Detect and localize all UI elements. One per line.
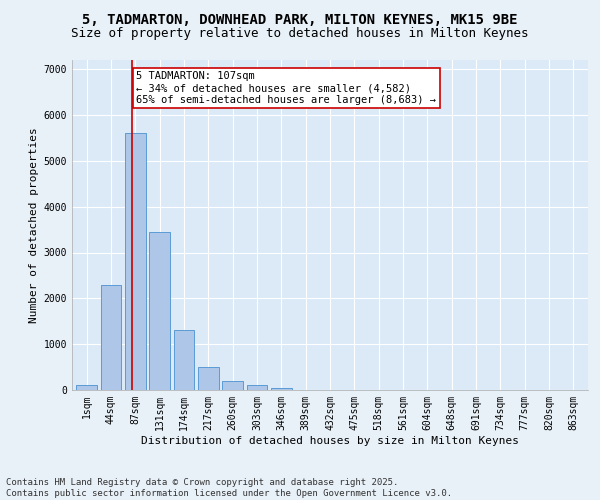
Text: Size of property relative to detached houses in Milton Keynes: Size of property relative to detached ho… xyxy=(71,28,529,40)
Bar xyxy=(125,134,146,390)
Bar xyxy=(222,381,243,390)
Text: 5 TADMARTON: 107sqm
← 34% of detached houses are smaller (4,582)
65% of semi-det: 5 TADMARTON: 107sqm ← 34% of detached ho… xyxy=(137,72,437,104)
X-axis label: Distribution of detached houses by size in Milton Keynes: Distribution of detached houses by size … xyxy=(141,436,519,446)
Text: Contains HM Land Registry data © Crown copyright and database right 2025.
Contai: Contains HM Land Registry data © Crown c… xyxy=(6,478,452,498)
Y-axis label: Number of detached properties: Number of detached properties xyxy=(29,127,40,323)
Bar xyxy=(173,330,194,390)
Bar xyxy=(247,385,268,390)
Bar xyxy=(101,284,121,390)
Text: 5, TADMARTON, DOWNHEAD PARK, MILTON KEYNES, MK15 9BE: 5, TADMARTON, DOWNHEAD PARK, MILTON KEYN… xyxy=(82,12,518,26)
Bar xyxy=(198,367,218,390)
Bar xyxy=(76,386,97,390)
Bar xyxy=(149,232,170,390)
Bar xyxy=(271,388,292,390)
